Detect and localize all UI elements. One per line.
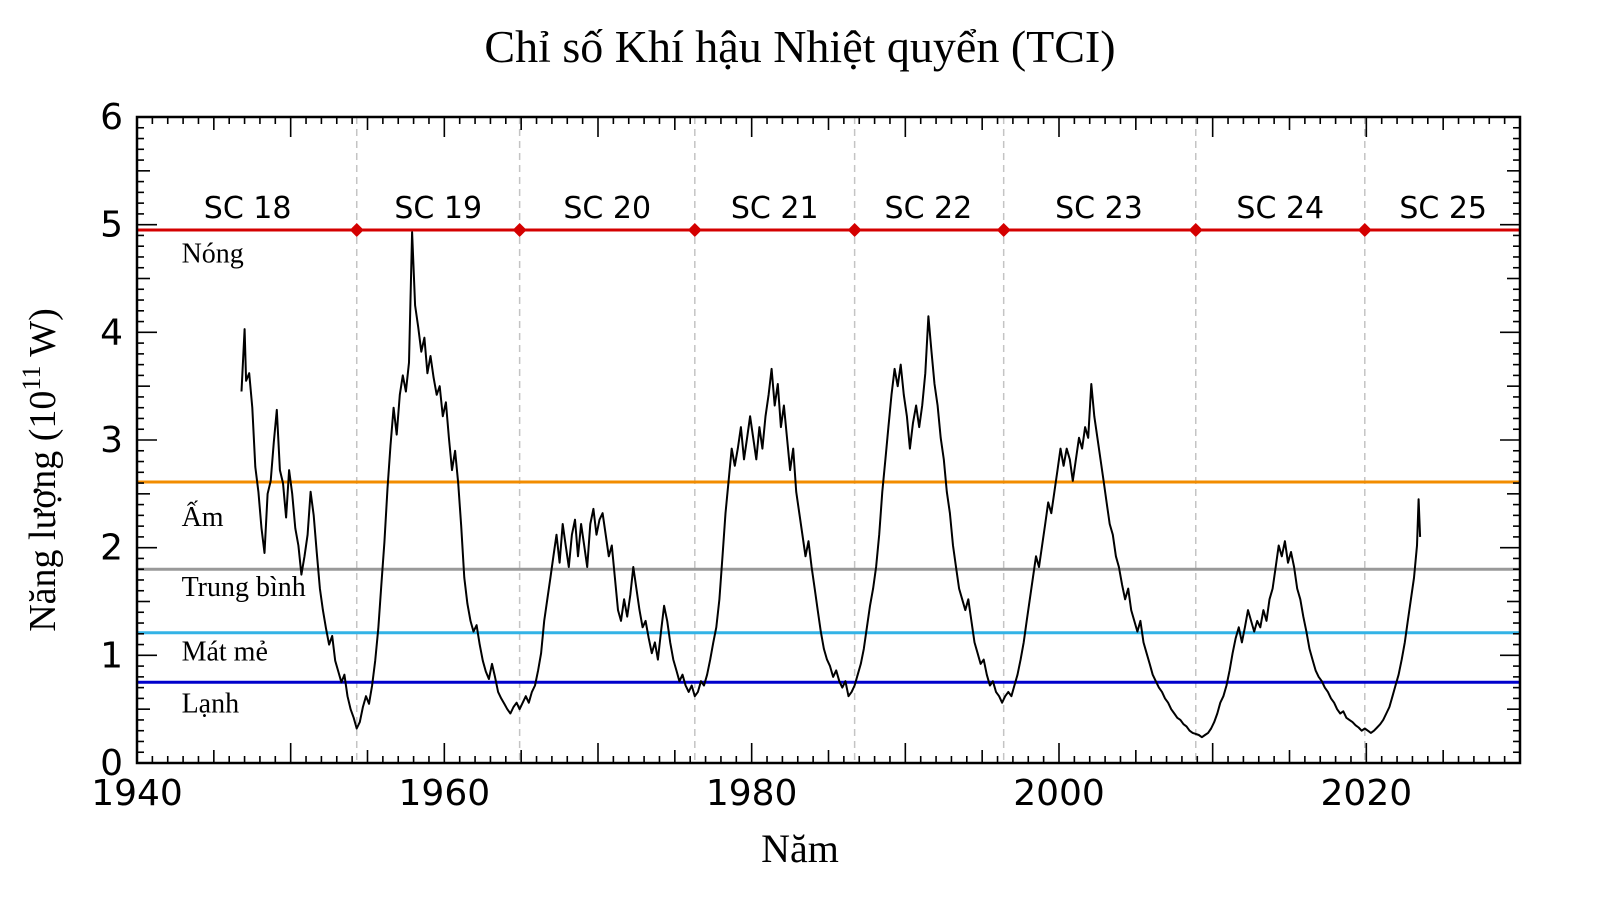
y-tick-label: 2 bbox=[100, 528, 123, 569]
y-tick-label: 6 bbox=[100, 97, 123, 138]
ref-label-mat-me: Mát mẻ bbox=[182, 637, 268, 668]
x-tick-label: 1980 bbox=[706, 773, 798, 814]
cycle-marker-diamond bbox=[1357, 223, 1372, 238]
ref-label-am: Ấm bbox=[182, 501, 224, 533]
y-axis-label-unit: W) bbox=[22, 308, 64, 365]
solar-cycle-label: SC 24 bbox=[1236, 191, 1324, 226]
x-tick-label: 2020 bbox=[1321, 773, 1413, 814]
solar-cycle-label: SC 22 bbox=[885, 191, 973, 226]
ref-label-nong: Nóng bbox=[182, 238, 244, 269]
cycle-marker-diamond bbox=[512, 223, 527, 238]
tci-series-path bbox=[240, 231, 1422, 739]
cycle-marker-diamond bbox=[349, 223, 364, 238]
x-tick-label: 1940 bbox=[91, 773, 183, 814]
y-tick-label: 5 bbox=[100, 205, 123, 246]
x-axis-label: Năm bbox=[761, 826, 839, 871]
solar-cycle-label: SC 19 bbox=[394, 191, 482, 226]
ref-label-trung-binh: Trung bình bbox=[182, 572, 306, 603]
x-tick-label: 2000 bbox=[1013, 773, 1105, 814]
y-tick-label: 3 bbox=[100, 420, 123, 461]
cycle-marker-diamond bbox=[847, 223, 862, 238]
solar-cycle-label: SC 25 bbox=[1399, 191, 1487, 226]
cycle-marker-diamond bbox=[1188, 223, 1203, 238]
solar-cycle-label: SC 18 bbox=[204, 191, 292, 226]
cycle-marker-diamond bbox=[996, 223, 1011, 238]
chart-title: Chỉ số Khí hậu Nhiệt quyển (TCI) bbox=[484, 21, 1115, 72]
y-tick-label: 1 bbox=[100, 635, 123, 676]
solar-cycle-label: SC 21 bbox=[731, 191, 819, 226]
x-tick-label: 1960 bbox=[399, 773, 491, 814]
y-tick-label: 4 bbox=[100, 312, 123, 353]
y-tick-label: 0 bbox=[100, 743, 123, 784]
y-axis-label: Năng lượng (1011 W) bbox=[17, 308, 64, 632]
ref-label-lanh: Lạnh bbox=[182, 688, 240, 719]
y-axis-label-text: Năng lượng (10 bbox=[22, 391, 64, 632]
cycle-marker-diamond bbox=[687, 223, 702, 238]
solar-cycle-label: SC 23 bbox=[1055, 191, 1143, 226]
solar-cycle-label: SC 20 bbox=[563, 191, 651, 226]
y-axis-label-exponent: 11 bbox=[17, 366, 46, 391]
